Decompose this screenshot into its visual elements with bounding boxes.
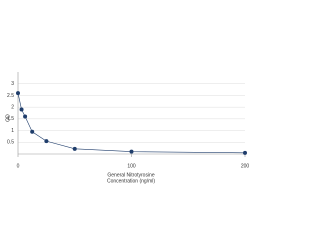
y-axis-label: OD — [5, 114, 11, 122]
point — [16, 91, 20, 96]
chart: OD General Nitrotyrosine Concentration (… — [5, 72, 250, 184]
x-axis-label: General Nitrotyrosine — [107, 172, 154, 178]
y-tick-label: 2 — [11, 104, 14, 110]
x-tick-label: 0 — [17, 163, 20, 169]
x-axis-label: Concentration (ng/ml) — [107, 178, 155, 184]
point — [19, 107, 24, 112]
y-tick-label: 1.5 — [7, 116, 14, 122]
x-tick-label: 200 — [241, 163, 250, 169]
x-tick-label: 100 — [127, 163, 136, 169]
y-tick-label: 3 — [11, 81, 14, 87]
point — [72, 146, 77, 151]
point — [30, 129, 35, 134]
y-tick-label: 1 — [11, 128, 14, 134]
y-tick-label: 2.5 — [7, 93, 14, 99]
point — [129, 149, 134, 154]
page: OD General Nitrotyrosine Concentration (… — [5, 72, 250, 185]
point — [243, 150, 247, 155]
y-tick-label: 0.5 — [7, 140, 14, 146]
point — [23, 114, 28, 119]
point — [44, 139, 49, 144]
line — [17, 93, 246, 154]
